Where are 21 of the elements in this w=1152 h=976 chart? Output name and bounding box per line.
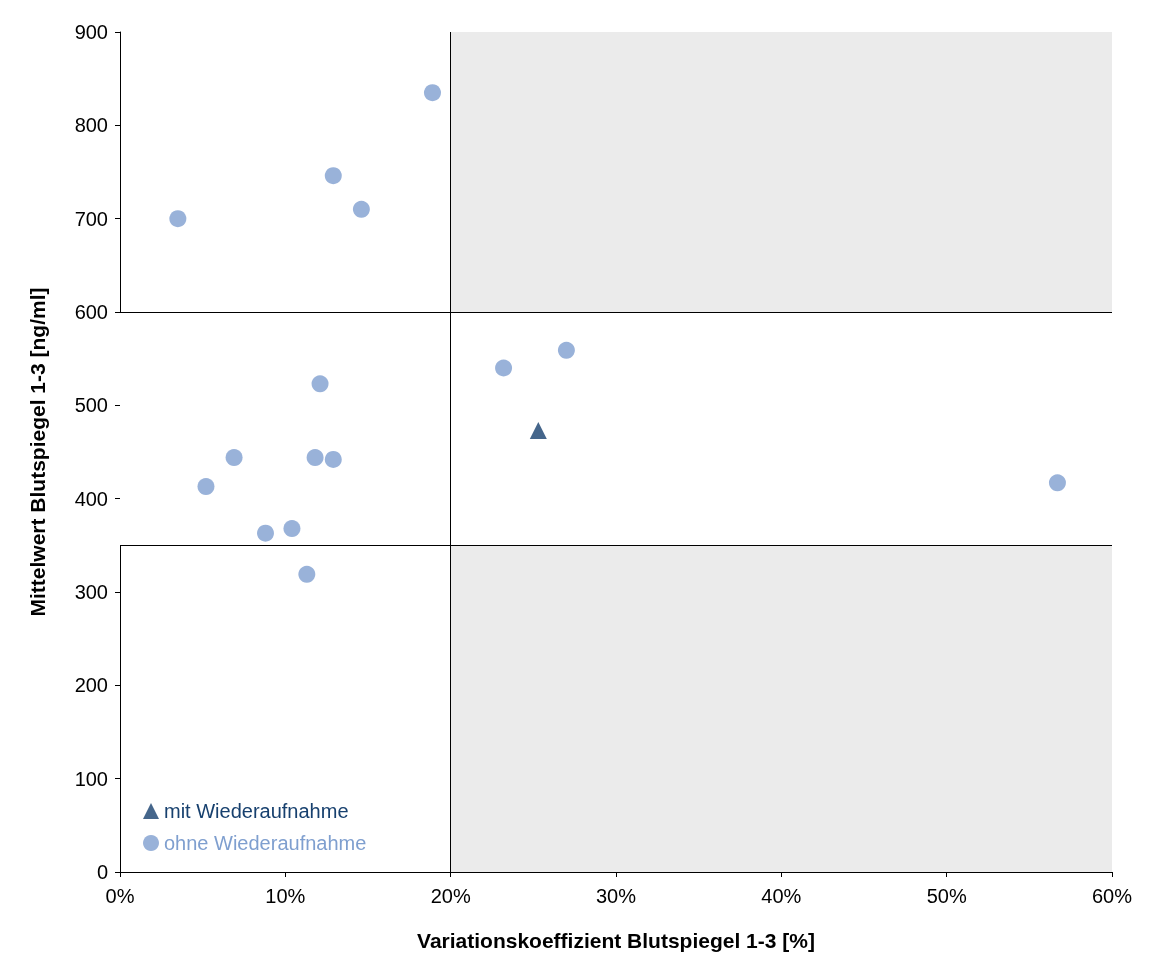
x-tick-label: 60%	[1091, 885, 1133, 907]
y-tick-label: 300	[74, 581, 108, 603]
y-tick-label: 900	[74, 21, 108, 43]
x-axis-title: Variationskoeffizient Blutspiegel 1-3 [%]	[417, 929, 815, 952]
x-tick-label: 20%	[430, 885, 471, 907]
y-tick-label: 200	[74, 674, 108, 697]
y-tick-label: 0	[96, 861, 108, 883]
y-tick-label: 100	[74, 767, 108, 790]
y-axis-title: Mittelwert Blutspiegel 1-3 [ng/ml]	[26, 287, 49, 617]
y-tick-label: 500	[74, 394, 108, 417]
y-tick-label: 700	[74, 207, 108, 230]
x-tick-label: 30%	[595, 885, 637, 907]
y-tick-label: 400	[74, 487, 108, 510]
x-tick-label: 40%	[761, 885, 802, 907]
legend-label: mit Wiederaufnahme	[164, 800, 349, 822]
y-tick-label: 600	[74, 301, 108, 323]
x-tick-label: 50%	[926, 885, 967, 907]
legend-label: ohne Wiederaufnahme	[164, 832, 367, 854]
x-tick-label: 0%	[105, 885, 135, 907]
x-tick-label: 10%	[265, 885, 306, 907]
y-tick-label: 800	[74, 114, 108, 137]
